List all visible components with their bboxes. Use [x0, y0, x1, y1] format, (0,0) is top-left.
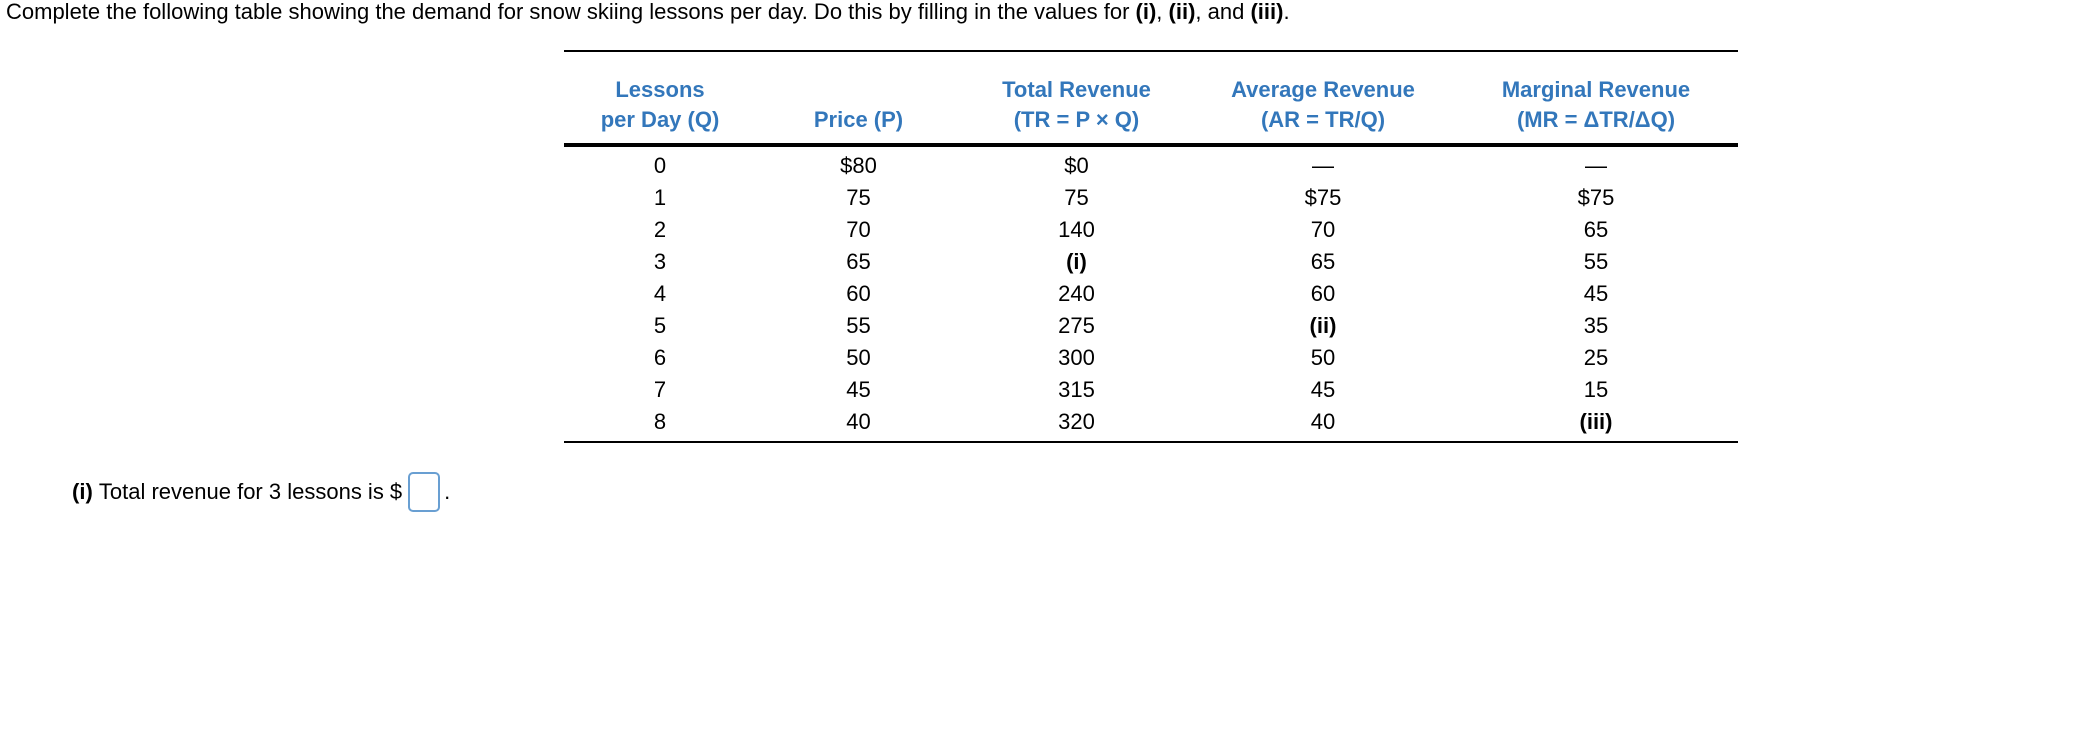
answer-label: (i) — [72, 479, 93, 504]
header-line-2: (TR = P × Q) — [1013, 107, 1140, 132]
table-row: 7 45 315 45 15 — [564, 374, 1738, 406]
table-row: 0 $80 $0 — — — [564, 145, 1738, 182]
cell-price: 75 — [846, 185, 871, 210]
header-line-2: (MR = ΔTR/ΔQ) — [1516, 107, 1676, 132]
column-header-price: Price (P) — [756, 51, 961, 145]
header-line-1: Average Revenue — [1231, 77, 1415, 102]
table-row: 5 55 275 (ii) 35 — [564, 310, 1738, 342]
cell-total-revenue: 140 — [1058, 217, 1095, 242]
cell-total-revenue: 320 — [1058, 409, 1095, 434]
cell-total-revenue: 240 — [1058, 281, 1095, 306]
instruction-ref-ii: (ii) — [1168, 0, 1196, 24]
cell-quantity: 0 — [653, 153, 667, 178]
header-row: Lessons per Day (Q) Price (P) Total Reve… — [564, 51, 1738, 145]
header-line-1: Total Revenue — [1002, 77, 1151, 102]
column-header-marginal-revenue: Marginal Revenue (MR = ΔTR/ΔQ) — [1454, 51, 1738, 145]
table-row: 2 70 140 70 65 — [564, 214, 1738, 246]
demand-table: Lessons per Day (Q) Price (P) Total Reve… — [564, 50, 1738, 443]
header-line-2: per Day (Q) — [600, 107, 720, 132]
cell-quantity: 7 — [653, 377, 667, 402]
cell-marginal-revenue: 25 — [1583, 345, 1609, 370]
cell-marginal-revenue: — — [1585, 153, 1607, 178]
table-row: 8 40 320 40 (iii) — [564, 406, 1738, 442]
cell-quantity: 5 — [653, 313, 667, 338]
cell-average-revenue: 45 — [1310, 377, 1336, 402]
cell-total-revenue-placeholder-i: (i) — [1066, 249, 1087, 274]
cell-total-revenue: 315 — [1058, 377, 1095, 402]
cell-price: 70 — [846, 217, 871, 242]
instruction-ref-i: (i) — [1135, 0, 1157, 24]
cell-price: 55 — [846, 313, 871, 338]
table-row: 6 50 300 50 25 — [564, 342, 1738, 374]
cell-marginal-revenue: 55 — [1583, 249, 1609, 274]
header-line-1: Lessons — [615, 77, 705, 102]
column-header-average-revenue: Average Revenue (AR = TR/Q) — [1192, 51, 1454, 145]
cell-average-revenue: 60 — [1310, 281, 1336, 306]
cell-quantity: 1 — [653, 185, 667, 210]
instruction-part-2: , — [1156, 0, 1169, 24]
cell-marginal-revenue: 65 — [1583, 217, 1609, 242]
cell-average-revenue: 50 — [1310, 345, 1336, 370]
cell-marginal-revenue: 45 — [1583, 281, 1609, 306]
answer-line: (i) Total revenue for 3 lessons is $. — [72, 468, 450, 516]
cell-total-revenue: 275 — [1058, 313, 1095, 338]
cell-marginal-revenue: 15 — [1583, 377, 1609, 402]
cell-average-revenue: $75 — [1304, 185, 1342, 210]
answer-period: . — [444, 479, 451, 504]
cell-average-revenue: 40 — [1310, 409, 1336, 434]
cell-price: $80 — [840, 153, 877, 178]
answer-text: Total revenue for 3 lessons is $ — [92, 479, 403, 504]
cell-marginal-revenue: 35 — [1583, 313, 1609, 338]
cell-price: 45 — [846, 377, 871, 402]
table-row: 4 60 240 60 45 — [564, 278, 1738, 310]
cell-quantity: 6 — [653, 345, 667, 370]
cell-total-revenue: 75 — [1064, 185, 1089, 210]
cell-average-revenue: — — [1312, 153, 1334, 178]
cell-price: 60 — [846, 281, 871, 306]
cell-quantity: 8 — [653, 409, 667, 434]
cell-total-revenue: $0 — [1064, 153, 1089, 178]
instruction-part-4: . — [1283, 0, 1290, 24]
table-row: 1 75 75 $75 $75 — [564, 182, 1738, 214]
header-line-2: (AR = TR/Q) — [1260, 107, 1386, 132]
cell-marginal-revenue-placeholder-iii: (iii) — [1579, 409, 1613, 434]
column-header-lessons-per-day: Lessons per Day (Q) — [564, 51, 756, 145]
cell-marginal-revenue: $75 — [1577, 185, 1615, 210]
header-line-2: Price (P) — [813, 107, 904, 132]
cell-price: 50 — [846, 345, 871, 370]
cell-total-revenue: 300 — [1058, 345, 1095, 370]
table-row: 3 65 (i) 65 55 — [564, 246, 1738, 278]
cell-average-revenue: 65 — [1310, 249, 1336, 274]
instruction-part-3: , and — [1195, 0, 1251, 24]
cell-price: 65 — [846, 249, 871, 274]
cell-average-revenue: 70 — [1310, 217, 1336, 242]
cell-quantity: 2 — [653, 217, 667, 242]
cell-price: 40 — [846, 409, 871, 434]
cell-quantity: 3 — [653, 249, 667, 274]
instruction-text: Complete the following table showing the… — [6, 0, 1290, 27]
column-header-total-revenue: Total Revenue (TR = P × Q) — [961, 51, 1192, 145]
cell-quantity: 4 — [653, 281, 667, 306]
instruction-part-1: Complete the following table showing the… — [6, 0, 1136, 24]
header-line-1: Marginal Revenue — [1501, 77, 1691, 102]
answer-input[interactable] — [408, 472, 441, 512]
cell-average-revenue-placeholder-ii: (ii) — [1309, 313, 1337, 338]
instruction-ref-iii: (iii) — [1250, 0, 1284, 24]
